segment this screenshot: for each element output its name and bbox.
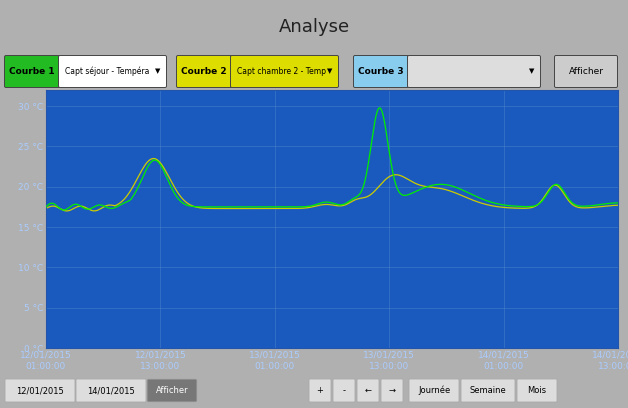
- FancyBboxPatch shape: [408, 55, 541, 87]
- Text: Capt chambre 2 - Temp: Capt chambre 2 - Temp: [237, 67, 326, 76]
- Text: Journée: Journée: [418, 386, 450, 395]
- FancyBboxPatch shape: [381, 379, 403, 402]
- FancyBboxPatch shape: [357, 379, 379, 402]
- Text: Courbe 1: Courbe 1: [9, 67, 55, 76]
- FancyBboxPatch shape: [309, 379, 331, 402]
- FancyBboxPatch shape: [5, 379, 75, 402]
- Text: 14/01/2015: 14/01/2015: [87, 386, 135, 395]
- FancyBboxPatch shape: [354, 55, 408, 87]
- Text: Mois: Mois: [528, 386, 546, 395]
- FancyBboxPatch shape: [555, 55, 617, 87]
- Text: ▼: ▼: [529, 69, 534, 75]
- Text: -: -: [342, 386, 345, 395]
- Text: Courbe 3: Courbe 3: [358, 67, 404, 76]
- Text: +: +: [317, 386, 323, 395]
- Text: ▼: ▼: [154, 69, 160, 75]
- Text: Courbe 2: Courbe 2: [181, 67, 227, 76]
- FancyBboxPatch shape: [409, 379, 459, 402]
- FancyBboxPatch shape: [230, 55, 338, 87]
- Text: 12/01/2015: 12/01/2015: [16, 386, 64, 395]
- FancyBboxPatch shape: [176, 55, 232, 87]
- FancyBboxPatch shape: [517, 379, 557, 402]
- FancyBboxPatch shape: [58, 55, 166, 87]
- FancyBboxPatch shape: [147, 379, 197, 402]
- FancyBboxPatch shape: [461, 379, 515, 402]
- FancyBboxPatch shape: [76, 379, 146, 402]
- Text: ←: ←: [364, 386, 372, 395]
- FancyBboxPatch shape: [4, 55, 60, 87]
- Text: Afficher: Afficher: [568, 67, 604, 76]
- FancyBboxPatch shape: [333, 379, 355, 402]
- Text: Afficher: Afficher: [156, 386, 188, 395]
- Text: Semaine: Semaine: [470, 386, 506, 395]
- Text: Analyse: Analyse: [278, 18, 350, 35]
- Text: →: →: [389, 386, 396, 395]
- Text: ▼: ▼: [327, 69, 332, 75]
- Text: Capt séjour - Tempéra: Capt séjour - Tempéra: [65, 67, 149, 76]
